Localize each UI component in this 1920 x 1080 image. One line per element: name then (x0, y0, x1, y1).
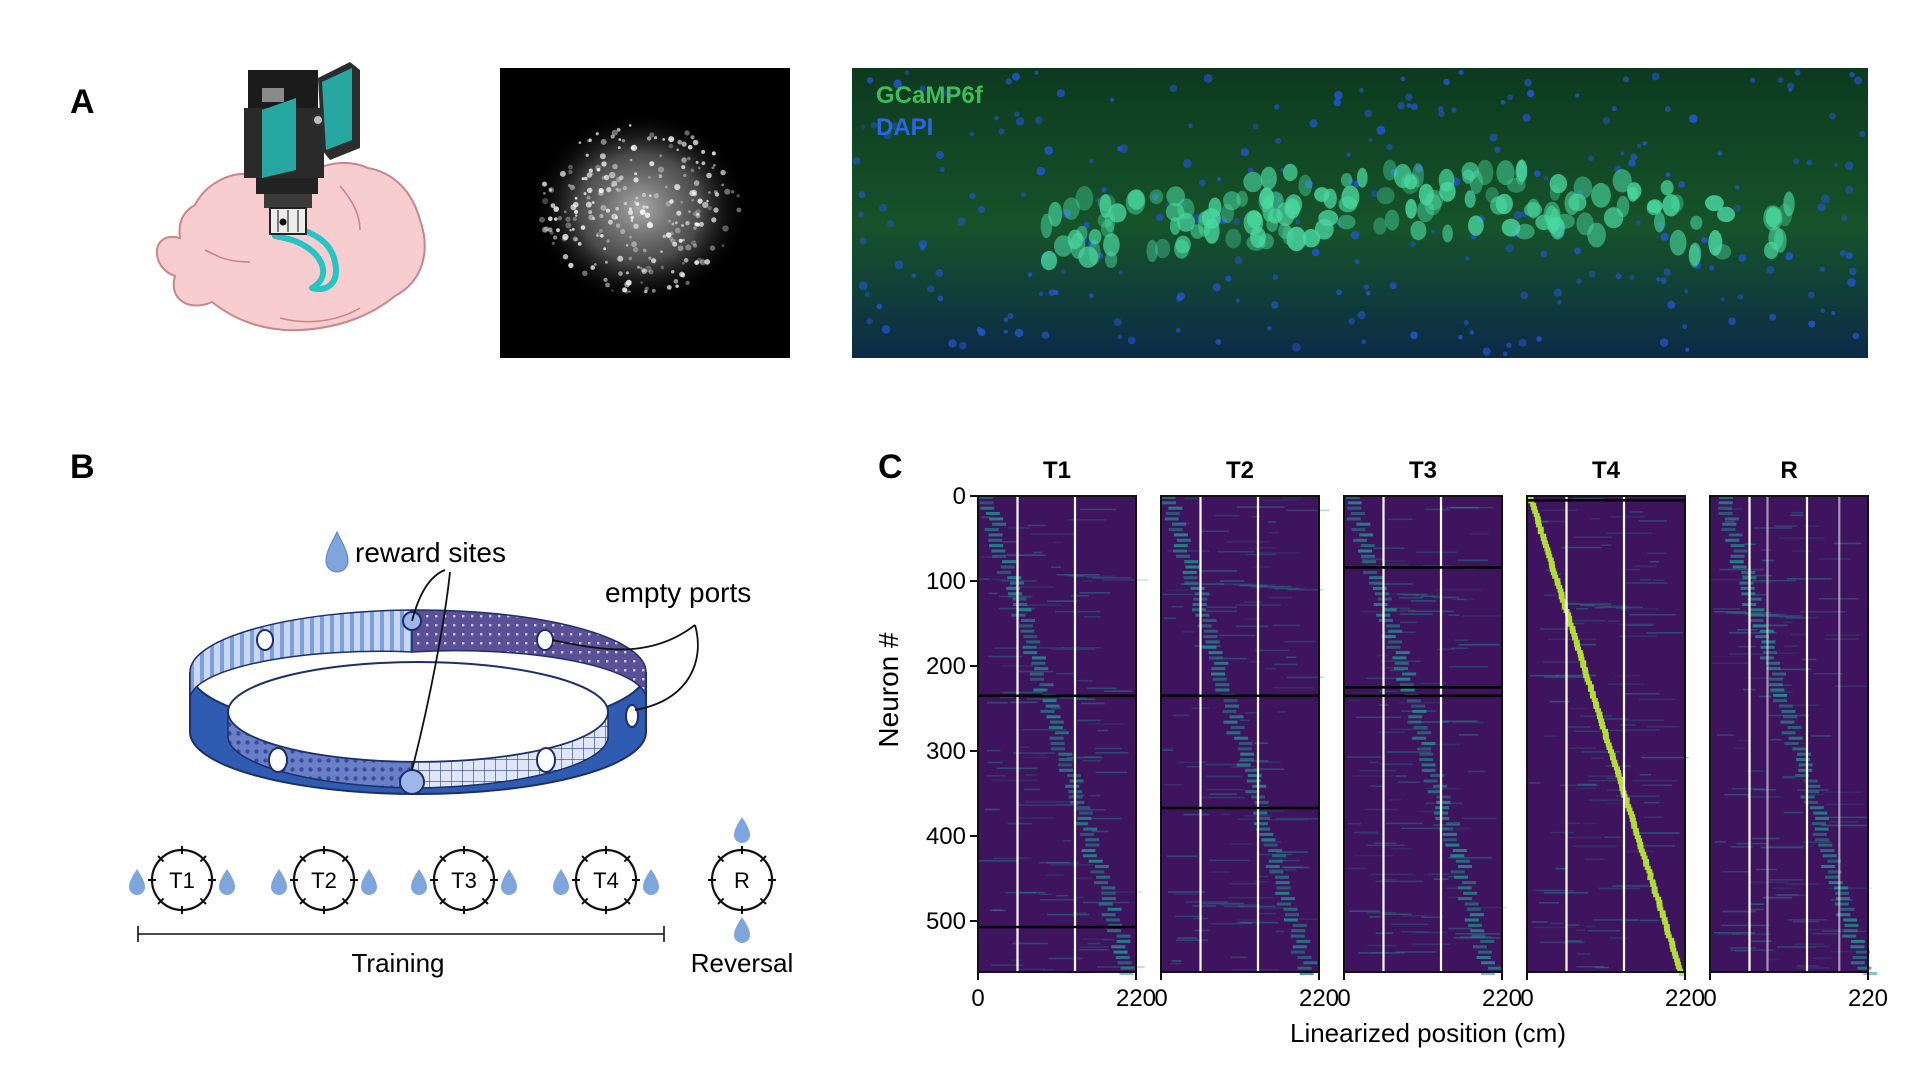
track-t4-label: T4 (593, 868, 619, 893)
drop-icon (501, 869, 517, 895)
hippocampus-outline (272, 223, 339, 292)
y-axis-label: Neuron # (873, 632, 904, 748)
track-t1-label: T1 (169, 868, 195, 893)
heatmap-title: T2 (1226, 457, 1254, 484)
track-t2-label: T2 (311, 868, 337, 893)
training-label: Training (352, 948, 445, 978)
heatmap-title: R (1780, 457, 1797, 484)
drop-icon (271, 869, 287, 895)
panel-c-letter: C (878, 448, 903, 486)
y-tick-label: 200 (926, 653, 966, 680)
miniscope-icon (244, 62, 360, 235)
reward-sites-label: reward sites (355, 537, 506, 568)
drop-icon (361, 869, 377, 895)
heatmap-title: T4 (1592, 457, 1621, 484)
x-tick-label: 0 (971, 985, 984, 1012)
heatmap-title: T1 (1043, 457, 1071, 484)
drop-icon (411, 869, 427, 895)
x-tick-label: 0 (1520, 985, 1533, 1012)
x-tick-label: 220 (1116, 985, 1156, 1012)
stain-label-dapi: DAPI (876, 114, 933, 141)
track-t3-label: T3 (451, 868, 477, 893)
y-tick-label: 500 (926, 908, 966, 935)
drop-icon (553, 869, 569, 895)
x-tick-label: 220 (1482, 985, 1522, 1012)
brain-microscope-illustration (155, 62, 426, 332)
x-tick-label: 0 (1703, 985, 1716, 1012)
session-schedule: T1 T2 T3 T4 R (129, 817, 776, 943)
histology-image: GCaMP6f DAPI (852, 68, 1868, 358)
brain-shape (155, 162, 426, 332)
x-tick-label: 220 (1848, 985, 1888, 1012)
heatmap-title: T3 (1409, 457, 1437, 484)
heatmap-t3: T3 0 220 (1337, 457, 1522, 1012)
drop-icon (643, 869, 659, 895)
circular-track-diagram (189, 569, 699, 795)
heatmap-t1: T1 0 220 0 100 200 300 400 500 (926, 457, 1156, 1012)
y-tick-label: 100 (926, 568, 966, 595)
track-reversal-label: R (734, 868, 750, 893)
fov-image (500, 68, 790, 358)
heatmap-t2: T2 0 220 (1154, 457, 1339, 1012)
panel-b-letter: B (70, 448, 95, 486)
heatmap-t4: T4 0 220 (1520, 457, 1705, 1012)
x-tick-label: 220 (1299, 985, 1339, 1012)
empty-ports-label: empty ports (605, 577, 751, 608)
drop-icon (734, 917, 750, 943)
x-axis-label: Linearized position (cm) (1290, 1018, 1566, 1048)
y-tick-label: 0 (953, 483, 966, 510)
reward-site-near (399, 769, 425, 795)
stain-label-gcamp: GCaMP6f (876, 82, 984, 109)
x-tick-label: 0 (1337, 985, 1350, 1012)
x-tick-label: 220 (1665, 985, 1705, 1012)
drop-icon (219, 869, 235, 895)
x-tick-label: 0 (1154, 985, 1167, 1012)
heatmap-r: R 0 220 (1703, 457, 1888, 1012)
panel-a-letter: A (70, 83, 95, 121)
drop-icon (129, 869, 145, 895)
y-tick-label: 400 (926, 823, 966, 850)
reversal-label: Reversal (691, 948, 794, 978)
y-tick-label: 300 (926, 738, 966, 765)
drop-icon (734, 817, 750, 843)
water-drop-icon (325, 530, 349, 573)
